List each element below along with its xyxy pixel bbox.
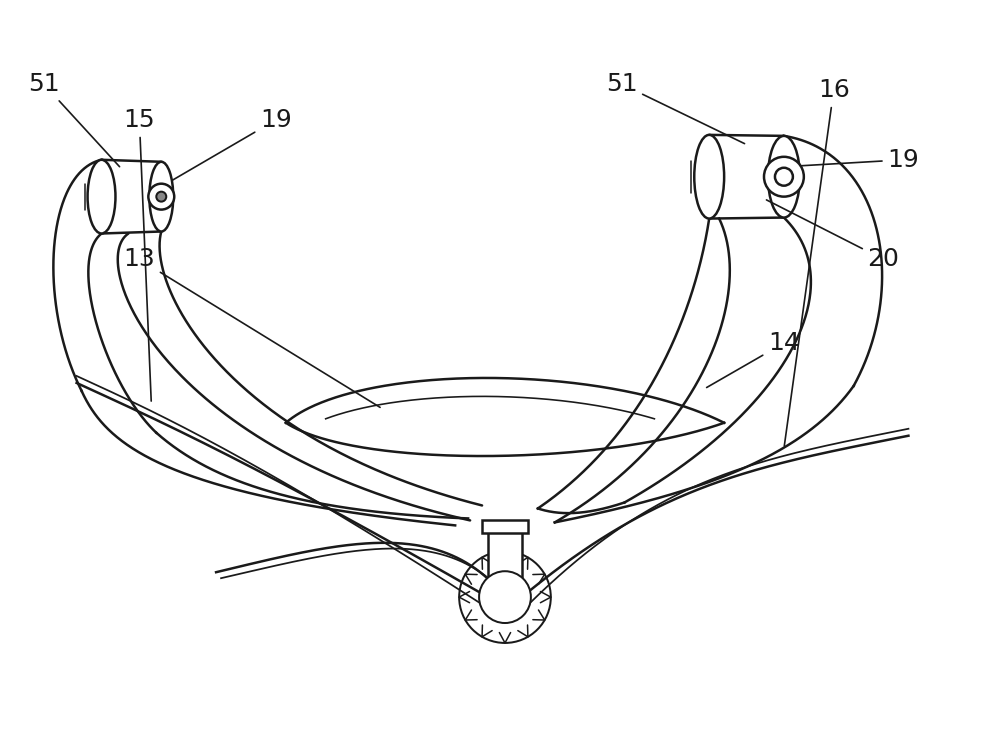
Circle shape — [775, 167, 793, 186]
Text: 20: 20 — [766, 200, 899, 271]
Bar — [488, 526, 522, 597]
Ellipse shape — [149, 162, 173, 232]
Ellipse shape — [88, 160, 115, 233]
Text: 16: 16 — [784, 78, 850, 446]
Text: 15: 15 — [124, 108, 155, 401]
Circle shape — [764, 156, 804, 197]
Circle shape — [459, 551, 551, 643]
Bar — [482, 520, 528, 534]
Text: 13: 13 — [124, 247, 380, 407]
Ellipse shape — [768, 136, 800, 218]
Text: 51: 51 — [606, 72, 745, 143]
Text: 51: 51 — [28, 72, 120, 167]
Circle shape — [156, 192, 166, 202]
Circle shape — [479, 571, 531, 623]
Ellipse shape — [694, 135, 724, 219]
Circle shape — [148, 183, 174, 210]
Text: 19: 19 — [787, 148, 919, 172]
Text: 14: 14 — [707, 331, 800, 387]
Text: 19: 19 — [164, 108, 292, 185]
